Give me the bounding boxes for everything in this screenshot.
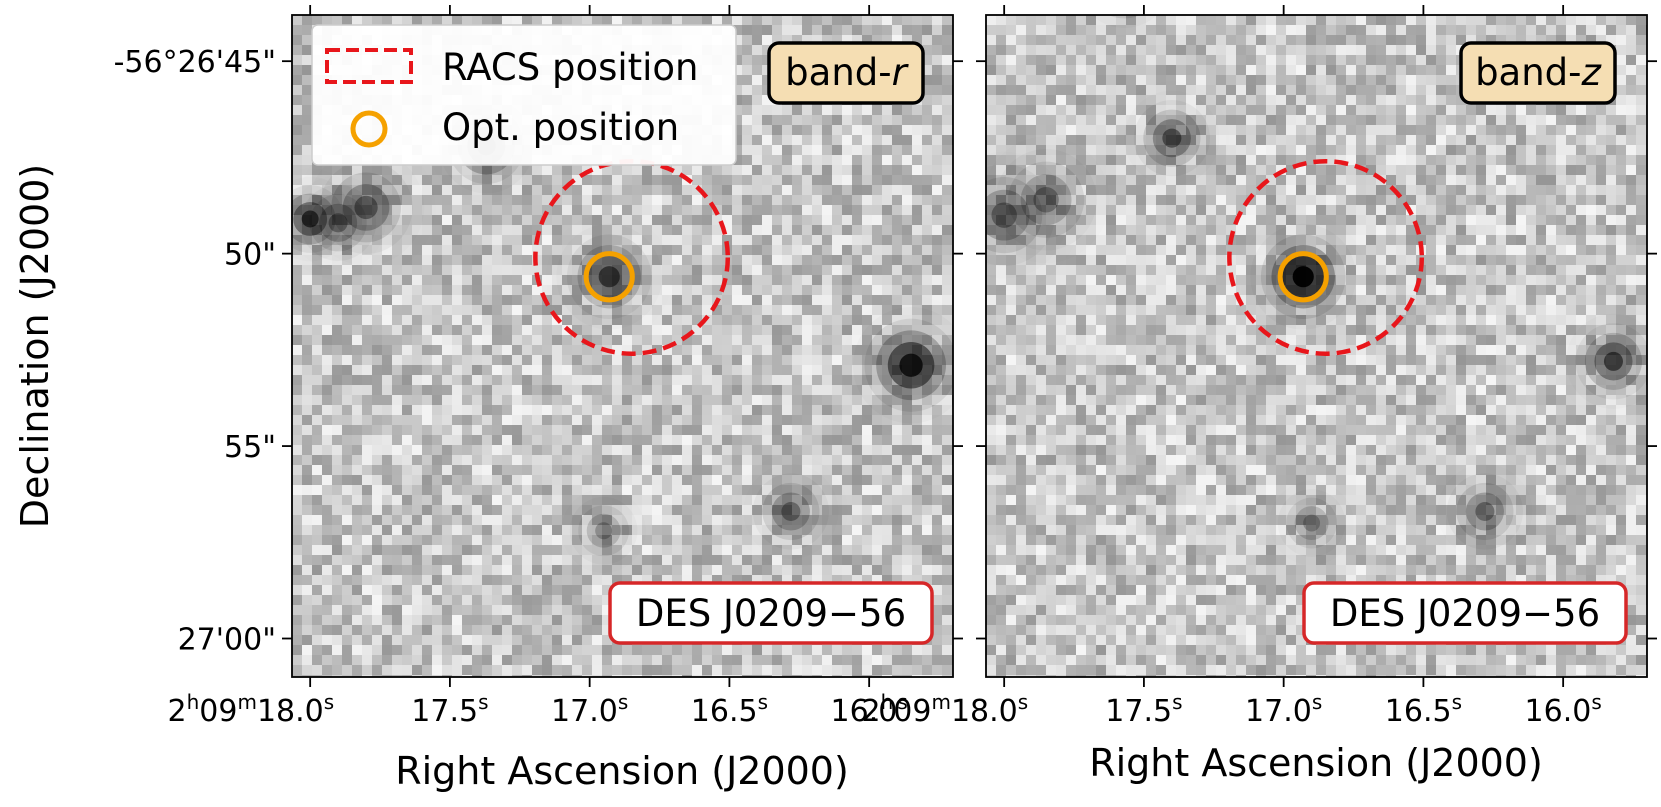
background-source — [586, 513, 621, 548]
background-source — [1152, 119, 1191, 158]
ra-tick-label: 16.0s — [831, 690, 908, 729]
dec-tick-label: 50" — [224, 238, 276, 273]
ra-tick-label: 17.5s — [411, 690, 488, 729]
source-label-right: DES J0209−56 — [1330, 592, 1600, 635]
band-letter-left: r — [892, 51, 910, 94]
dec-tick-label: 55" — [224, 430, 276, 465]
ra-tick-label: 16.0s — [1525, 690, 1602, 729]
background-source — [331, 172, 401, 243]
background-source — [1143, 109, 1201, 167]
source-label-left: DES J0209−56 — [636, 592, 906, 635]
legend-optical-marker — [350, 110, 388, 148]
ra-ticks-right: 2h09m18.0s 17.5s 17.0s 16.5s 16.0s — [861, 5, 1602, 729]
xlabel-left: Right Ascension (J2000) — [395, 749, 849, 793]
background-source — [354, 195, 378, 220]
source-label-box-left: DES J0209−56 — [608, 581, 934, 645]
background-source — [328, 213, 348, 233]
background-source — [1286, 497, 1338, 549]
background-source — [771, 492, 810, 531]
background-source — [1465, 492, 1504, 531]
band-letter-right: z — [1581, 51, 1603, 94]
background-source — [1020, 174, 1072, 226]
background-source — [309, 194, 367, 252]
legend-racs-label: RACS position — [442, 46, 699, 89]
band-badge-right: band-z — [1459, 41, 1617, 105]
ra-tick-label: 17.0s — [551, 690, 628, 729]
ra-tick-label: 2h09m18.0s — [167, 690, 334, 729]
background-source — [991, 202, 1017, 228]
legend-racs-marker — [325, 48, 413, 84]
optical-position-circle — [1277, 251, 1329, 303]
background-source — [1456, 482, 1514, 541]
background-source — [899, 353, 923, 377]
background-source — [1294, 506, 1329, 540]
svg-text:band-r: band-r — [785, 51, 909, 94]
optical-position-circle — [583, 251, 635, 303]
background-source — [1603, 351, 1623, 371]
source-label-box-right: DES J0209−56 — [1302, 581, 1628, 645]
legend-box — [311, 24, 737, 166]
legend-optical-label: Opt. position — [442, 106, 679, 149]
panel-left: 2h09m18.0s 17.5s 17.0s 16.5s 16.0s -56°26'45… — [13, 5, 963, 793]
dec-ticks-left: -56°26'45" 50" 55" 27'00" — [114, 45, 963, 658]
ra-tick-label: 17.5s — [1105, 690, 1182, 729]
legend: RACS position Opt. position — [311, 24, 737, 166]
background-source — [595, 522, 613, 540]
panel-right: 2h09m18.0s 17.5s 17.0s 16.5s 16.0s band-z DE… — [861, 5, 1657, 785]
target-source — [598, 266, 620, 288]
background-source — [1133, 100, 1210, 177]
background-source — [301, 210, 319, 228]
dec-ticks-right — [976, 60, 1657, 640]
background-source — [1162, 128, 1182, 148]
background-source — [986, 177, 1043, 254]
band-badge-left: band-r — [767, 41, 925, 105]
band-prefix-left: band- — [785, 51, 891, 94]
background-source — [762, 482, 820, 541]
racs-position-circle — [1227, 159, 1425, 356]
background-source — [1033, 187, 1059, 213]
background-source — [781, 501, 801, 522]
background-source — [1303, 514, 1321, 532]
ra-tick-label: 17.0s — [1245, 690, 1322, 729]
background-source — [319, 203, 358, 242]
ra-tick-label: 2h09m18.0s — [861, 690, 1028, 729]
background-source — [986, 189, 1030, 241]
target-source — [1292, 266, 1314, 288]
ylabel: Declination (J2000) — [13, 164, 57, 528]
background-source — [1007, 161, 1085, 238]
background-source — [342, 184, 390, 231]
ra-ticks-left: 2h09m18.0s 17.5s 17.0s 16.5s 16.0s — [167, 5, 908, 729]
background-source — [578, 505, 630, 557]
frame-left — [291, 14, 954, 678]
dec-tick-label: 27'00" — [178, 623, 276, 658]
background-source — [1475, 501, 1495, 522]
xlabel-right: Right Ascension (J2000) — [1089, 741, 1543, 785]
frame-right — [985, 14, 1648, 678]
band-prefix-right: band- — [1475, 51, 1581, 94]
ra-tick-label: 16.5s — [691, 690, 768, 729]
ra-tick-label: 16.5s — [1385, 690, 1462, 729]
dec-tick-label: -56°26'45" — [114, 45, 276, 80]
